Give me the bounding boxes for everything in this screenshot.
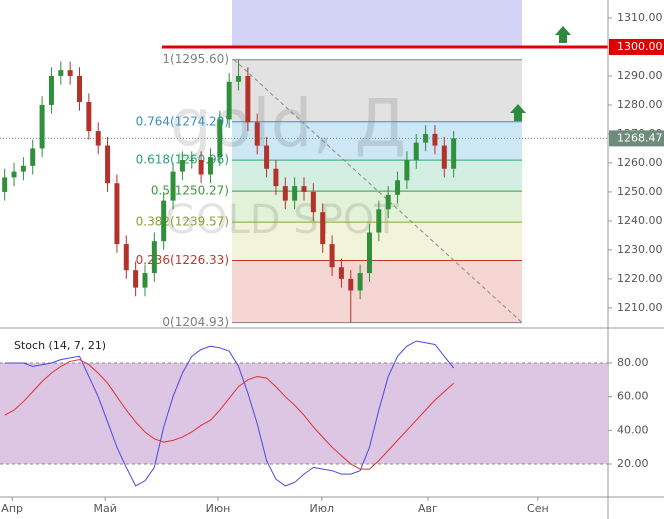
target-zone — [232, 0, 522, 47]
candle-body — [86, 102, 92, 132]
candle-body — [198, 160, 204, 175]
candle-body — [20, 165, 26, 172]
candle-body — [320, 212, 326, 245]
y-tick-label: 1290.00 — [617, 69, 663, 82]
x-tick-label: Сен — [527, 502, 549, 515]
level-tag-label: 1300.00 — [617, 40, 663, 53]
candle-body — [39, 104, 45, 149]
fib-label: 0.5(1250.27) — [151, 184, 229, 198]
y-tick-label: 1260.00 — [617, 156, 663, 169]
signal-arrow — [555, 26, 571, 43]
candle-body — [264, 145, 270, 169]
y-tick-label: 40.00 — [617, 423, 649, 436]
y-tick-label: 1230.00 — [617, 243, 663, 256]
candle-body — [376, 209, 382, 233]
watermark: gold, Д — [170, 85, 406, 162]
candle-body — [385, 194, 391, 210]
y-tick-label: 80.00 — [617, 356, 649, 369]
candle-body — [292, 186, 298, 201]
candle-body — [329, 244, 335, 268]
candle-body — [77, 75, 83, 103]
candle-body — [179, 160, 185, 172]
stoch-line — [4, 359, 455, 470]
stoch-band — [0, 362, 608, 465]
fib-trend — [233, 59, 523, 323]
candle-body — [207, 157, 213, 175]
candle-body — [348, 278, 354, 291]
candle-body — [142, 273, 148, 288]
candle-body — [161, 200, 167, 242]
candle-body — [273, 168, 279, 187]
fib-label: 0.236(1226.33) — [136, 253, 229, 267]
candle-body — [189, 160, 195, 162]
fib-label: 0.764(1274.20) — [136, 114, 229, 128]
candle-body — [404, 160, 410, 181]
candle-body — [133, 270, 139, 288]
stoch-line — [4, 340, 455, 487]
level-tag — [609, 38, 664, 55]
candle-body — [114, 183, 120, 245]
candle-body — [432, 133, 438, 146]
last-price-label: 1268.47 — [617, 131, 663, 144]
candle-body — [170, 171, 176, 201]
candle-body — [67, 70, 73, 76]
candle-body — [236, 75, 242, 82]
fib-band — [232, 59, 522, 122]
candle-body — [423, 133, 429, 143]
fib-label: 1(1295.60) — [162, 52, 229, 66]
fib-band — [232, 160, 522, 192]
y-tick-label: 60.00 — [617, 390, 649, 403]
candle-body — [366, 232, 372, 274]
candle-body — [395, 180, 401, 195]
candle-body — [413, 142, 419, 161]
x-tick-label: Апр — [1, 502, 23, 515]
candle-body — [254, 122, 260, 146]
y-tick-label: 1250.00 — [617, 185, 663, 198]
candle-body — [30, 148, 36, 166]
x-tick-label: Авг — [418, 502, 438, 515]
y-tick-label: 1220.00 — [617, 272, 663, 285]
y-tick-label: 20.00 — [617, 457, 649, 470]
candle-body — [48, 75, 54, 105]
candle-body — [95, 131, 101, 146]
candle-body — [58, 70, 64, 76]
y-tick-label: 1310.00 — [617, 11, 663, 24]
x-tick-label: Июл — [310, 502, 335, 515]
candle-body — [226, 81, 232, 120]
fib-label: 0(1204.93) — [162, 315, 229, 329]
x-tick-label: Июн — [206, 502, 231, 515]
fib-band — [232, 121, 522, 161]
candle-body — [441, 145, 447, 169]
y-tick-label: 1240.00 — [617, 214, 663, 227]
fib-band — [232, 260, 522, 323]
last-price-tag — [609, 130, 664, 147]
fib-label: 0.382(1239.57) — [136, 215, 229, 229]
y-tick-label: 1280.00 — [617, 98, 663, 111]
candle-body — [282, 186, 288, 201]
candle-body — [338, 267, 344, 279]
y-tick-label: 1210.00 — [617, 301, 663, 314]
x-tick-label: Май — [94, 502, 117, 515]
candle-body — [151, 241, 157, 274]
candle-body — [310, 191, 316, 213]
candle-body — [105, 145, 111, 184]
watermark: GOLD SPOT — [165, 197, 399, 243]
indicator-title: Stoch (14, 7, 21) — [14, 339, 106, 352]
candle-body — [123, 244, 129, 271]
candle-body — [245, 75, 251, 123]
candle-body — [11, 171, 17, 178]
candle-body — [2, 177, 8, 192]
candle-body — [357, 273, 363, 291]
signal-arrow — [510, 104, 526, 121]
candle-body — [451, 138, 457, 169]
candle-body — [301, 186, 307, 192]
candle-body — [217, 119, 223, 158]
